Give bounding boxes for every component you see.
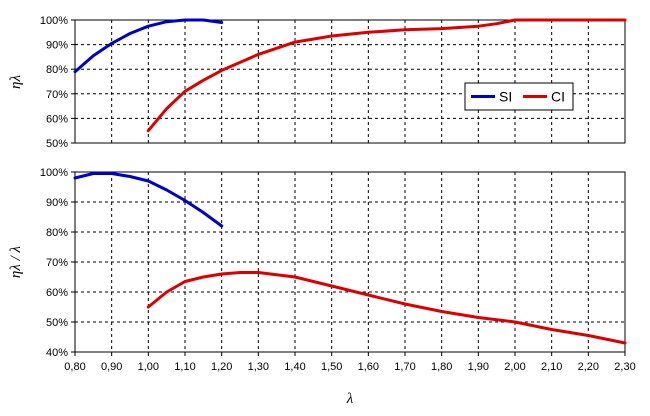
y-tick-label: 50% (46, 317, 68, 329)
x-tick-label: 2,00 (504, 361, 525, 373)
x-tick-label: 1,40 (284, 361, 305, 373)
y-tick-label: 50% (46, 138, 68, 150)
x-tick-label: 0,80 (64, 361, 85, 373)
y-axis-title: ηλ (8, 75, 24, 89)
y-tick-label: 70% (46, 89, 68, 101)
bottom-panel: 40% 50% 60% 70% 80% 90% 100% 0,80 0,90 1,00 1,10 1,… (8, 167, 636, 407)
y-tick-label: 70% (46, 257, 68, 269)
x-tick-label: 2,30 (614, 361, 635, 373)
legend-label-ci: CI (551, 89, 565, 105)
top-panel: 50% 60% 70% 80% 90% 100% ηλ (8, 15, 627, 150)
x-tick-label: 0,90 (101, 361, 122, 373)
y-tick-label: 90% (46, 197, 68, 209)
y-tick-label: 80% (46, 227, 68, 239)
series-line-si (73, 18, 224, 74)
x-tick-label: 1,20 (211, 361, 232, 373)
x-tick-label: 1,60 (358, 361, 379, 373)
x-axis-title: λ (346, 391, 354, 407)
plot-area (74, 19, 626, 144)
y-tick-label: 60% (46, 113, 68, 125)
x-tick-label: 1,00 (138, 361, 159, 373)
y-tick-label: 90% (46, 40, 68, 52)
y-tick-label: 60% (46, 287, 68, 299)
legend: SI CI (464, 82, 574, 111)
x-tick-label: 2,10 (541, 361, 562, 373)
x-tick-label: 1,80 (431, 361, 452, 373)
series-line-si (73, 172, 224, 228)
x-tick-label: 2,20 (578, 361, 599, 373)
y-tick-label: 100% (40, 15, 68, 27)
plot-area (74, 171, 626, 353)
series-line-ci (146, 271, 627, 345)
y-tick-label: 80% (46, 64, 68, 76)
y-axis-title: ηλ / λ (8, 245, 24, 278)
x-tick-label: 1,50 (321, 361, 342, 373)
y-tick-label: 100% (40, 167, 68, 179)
x-tick-label: 1,10 (174, 361, 195, 373)
series-line-ci (146, 18, 627, 133)
x-tick-label: 1,70 (394, 361, 415, 373)
legend-label-si: SI (499, 89, 512, 105)
x-tick-label: 1,90 (468, 361, 489, 373)
y-tick-label: 40% (46, 347, 68, 359)
x-tick-label: 1,30 (248, 361, 269, 373)
